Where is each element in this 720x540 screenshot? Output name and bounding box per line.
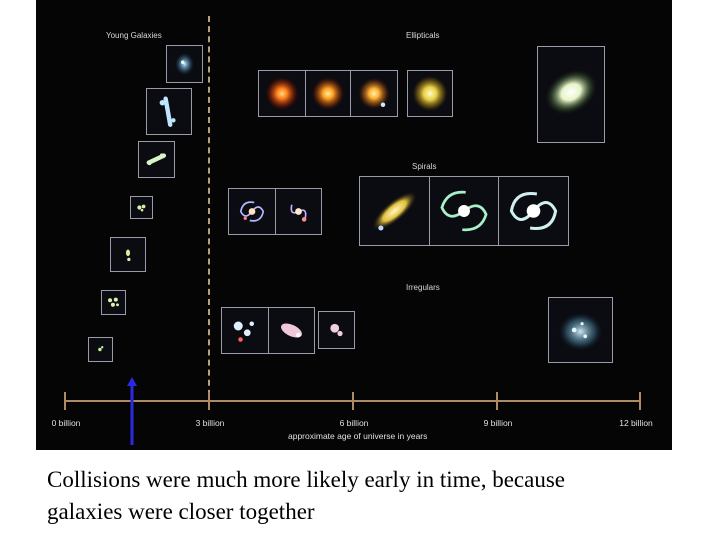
spiral-galaxy-image: [359, 176, 430, 246]
label-spirals: Spirals: [412, 162, 437, 171]
elliptical-galaxy-image: [350, 70, 398, 117]
elliptical-galaxy-image: [537, 46, 605, 143]
timeline-tick: [639, 392, 641, 410]
caption-line-2: galaxies were closer together: [47, 499, 315, 524]
label-irregulars: Irregulars: [406, 283, 440, 292]
spiral-galaxy-image: [275, 188, 322, 235]
spiral-galaxy-image: [498, 176, 569, 246]
spiral-galaxy-image: [228, 188, 276, 235]
tick-label-9: 9 billion: [483, 418, 513, 428]
young-galaxy-image: [101, 290, 126, 315]
young-galaxy-image: [146, 88, 192, 135]
timeline-tick: [64, 392, 66, 410]
label-young-galaxies: Young Galaxies: [106, 31, 162, 40]
caption-line-1: Collisions were much more likely early i…: [47, 467, 565, 492]
label-ellipticals: Ellipticals: [406, 31, 440, 40]
young-galaxy-image: [110, 237, 146, 272]
tick-label-6: 6 billion: [339, 418, 369, 428]
tick-label-12: 12 billion: [619, 418, 653, 428]
tick-label-0: 0 billion: [51, 418, 81, 428]
galaxy-evolution-diagram: Young Galaxies Ellipticals Spirals Irreg…: [36, 0, 672, 450]
elliptical-galaxy-image: [258, 70, 306, 117]
young-galaxy-image: [166, 45, 203, 83]
dashed-divider: [208, 16, 210, 406]
irregular-galaxy-image: [318, 311, 355, 349]
young-galaxy-image: [88, 337, 113, 362]
arrow-up-icon: [127, 377, 137, 445]
spiral-galaxy-image: [429, 176, 499, 246]
tick-label-3: 3 billion: [195, 418, 225, 428]
timeline-tick: [208, 392, 210, 410]
caption: Collisions were much more likely early i…: [47, 464, 707, 528]
age-timeline: [64, 385, 644, 415]
elliptical-galaxy-image: [407, 70, 453, 117]
irregular-galaxy-image: [268, 307, 315, 354]
elliptical-galaxy-image: [305, 70, 351, 117]
irregular-galaxy-image: [548, 297, 613, 363]
irregular-galaxy-image: [221, 307, 269, 354]
timeline-tick: [352, 392, 354, 410]
young-galaxy-image: [138, 141, 175, 178]
timeline-title: approximate age of universe in years: [288, 431, 428, 441]
young-galaxy-image: [130, 196, 153, 219]
timeline-tick: [496, 392, 498, 410]
